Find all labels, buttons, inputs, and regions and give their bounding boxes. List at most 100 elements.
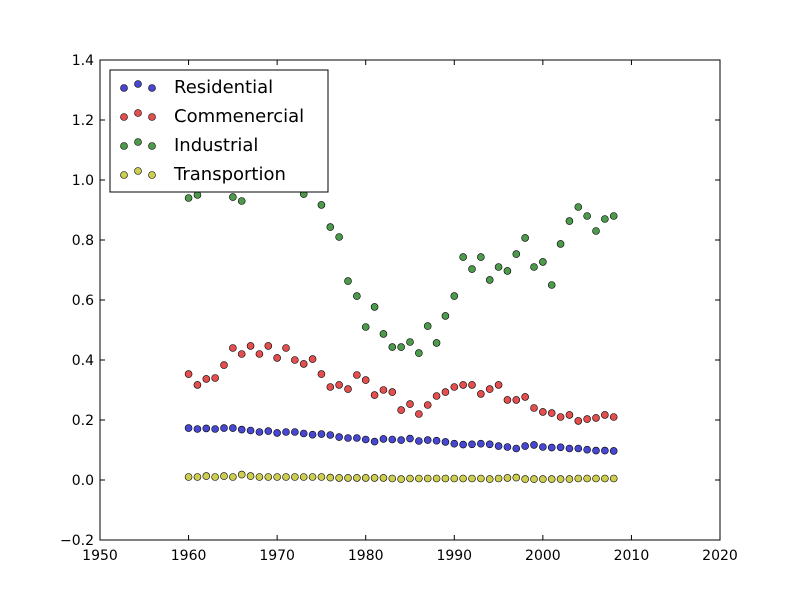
point-industrial — [379, 330, 388, 338]
point-residential — [583, 445, 591, 454]
point-industrial — [609, 212, 618, 220]
legend-marker-industrial — [148, 142, 156, 150]
point-commenercial — [202, 375, 211, 383]
point-industrial — [450, 292, 459, 300]
point-commenercial — [255, 350, 264, 358]
point-commenercial — [211, 374, 219, 382]
series-transportion — [184, 470, 618, 483]
legend-box — [109, 69, 329, 193]
point-transportion — [229, 473, 237, 481]
point-industrial — [592, 227, 600, 235]
point-industrial — [574, 203, 583, 211]
point-transportion — [468, 474, 476, 483]
point-transportion — [317, 473, 326, 481]
point-transportion — [530, 475, 538, 483]
point-industrial — [415, 349, 423, 357]
point-residential — [565, 444, 574, 453]
point-industrial — [237, 197, 246, 205]
point-residential — [494, 442, 503, 450]
point-commenercial — [184, 370, 193, 378]
point-transportion — [450, 474, 459, 483]
point-commenercial — [468, 381, 476, 389]
point-transportion — [477, 474, 485, 483]
point-transportion — [211, 473, 219, 481]
point-residential — [273, 429, 281, 437]
point-commenercial — [459, 381, 467, 389]
series-industrial — [184, 190, 618, 357]
point-commenercial — [335, 381, 343, 389]
point-transportion — [237, 470, 246, 479]
point-residential — [485, 440, 494, 449]
y-tick-label: −0.2 — [60, 533, 94, 549]
legend-label-residential: Residential — [174, 77, 273, 98]
point-residential — [609, 447, 618, 455]
data-points — [184, 190, 618, 483]
point-commenercial — [246, 342, 255, 350]
point-commenercial — [379, 386, 388, 394]
point-commenercial — [291, 356, 299, 364]
point-residential — [477, 439, 485, 448]
point-industrial — [521, 234, 529, 242]
point-industrial — [317, 201, 326, 209]
point-industrial — [583, 212, 591, 220]
point-residential — [530, 441, 538, 449]
point-industrial — [601, 215, 609, 223]
point-transportion — [273, 473, 281, 481]
point-industrial — [326, 223, 335, 231]
x-tick-label: 1980 — [348, 548, 384, 564]
point-residential — [406, 434, 414, 443]
point-industrial — [370, 303, 379, 311]
point-industrial — [397, 343, 405, 351]
point-transportion — [282, 473, 290, 481]
point-transportion — [459, 474, 467, 483]
point-transportion — [574, 474, 583, 483]
point-commenercial — [423, 401, 432, 409]
point-transportion — [184, 473, 193, 481]
x-tick-label: 1970 — [259, 548, 295, 564]
point-residential — [229, 424, 237, 432]
series-commenercial — [184, 342, 618, 425]
point-transportion — [494, 474, 503, 483]
point-commenercial — [565, 411, 574, 419]
point-residential — [344, 434, 352, 442]
point-transportion — [299, 473, 308, 481]
point-transportion — [335, 474, 343, 482]
point-transportion — [264, 473, 273, 481]
point-residential — [326, 431, 335, 439]
point-commenercial — [344, 385, 352, 393]
point-transportion — [441, 474, 450, 483]
point-commenercial — [539, 408, 547, 416]
y-tick-label: 1.2 — [72, 113, 94, 129]
point-commenercial — [229, 344, 237, 352]
point-transportion — [423, 474, 432, 483]
point-residential — [601, 446, 609, 455]
legend-marker-industrial — [120, 142, 128, 150]
point-residential — [361, 435, 370, 444]
point-transportion — [415, 474, 423, 483]
point-commenercial — [503, 396, 512, 404]
point-commenercial — [406, 400, 414, 408]
point-residential — [432, 436, 441, 445]
point-residential — [353, 434, 361, 442]
point-residential — [415, 437, 423, 445]
point-residential — [539, 443, 547, 451]
legend-label-transportion: Transportion — [173, 164, 286, 185]
point-commenercial — [556, 413, 565, 421]
point-industrial — [432, 339, 441, 347]
x-tick-label: 1950 — [82, 548, 118, 564]
point-transportion — [521, 475, 529, 483]
point-residential — [379, 435, 388, 443]
point-industrial — [361, 323, 370, 331]
point-transportion — [193, 473, 202, 481]
point-residential — [335, 433, 343, 441]
point-industrial — [459, 253, 467, 261]
point-commenercial — [485, 385, 494, 393]
x-tick-label: 2000 — [525, 548, 561, 564]
point-residential — [255, 428, 264, 436]
point-residential — [308, 430, 317, 439]
point-industrial — [547, 281, 556, 289]
point-commenercial — [388, 388, 397, 396]
point-residential — [574, 444, 583, 453]
point-transportion — [246, 472, 255, 480]
point-residential — [370, 437, 379, 446]
